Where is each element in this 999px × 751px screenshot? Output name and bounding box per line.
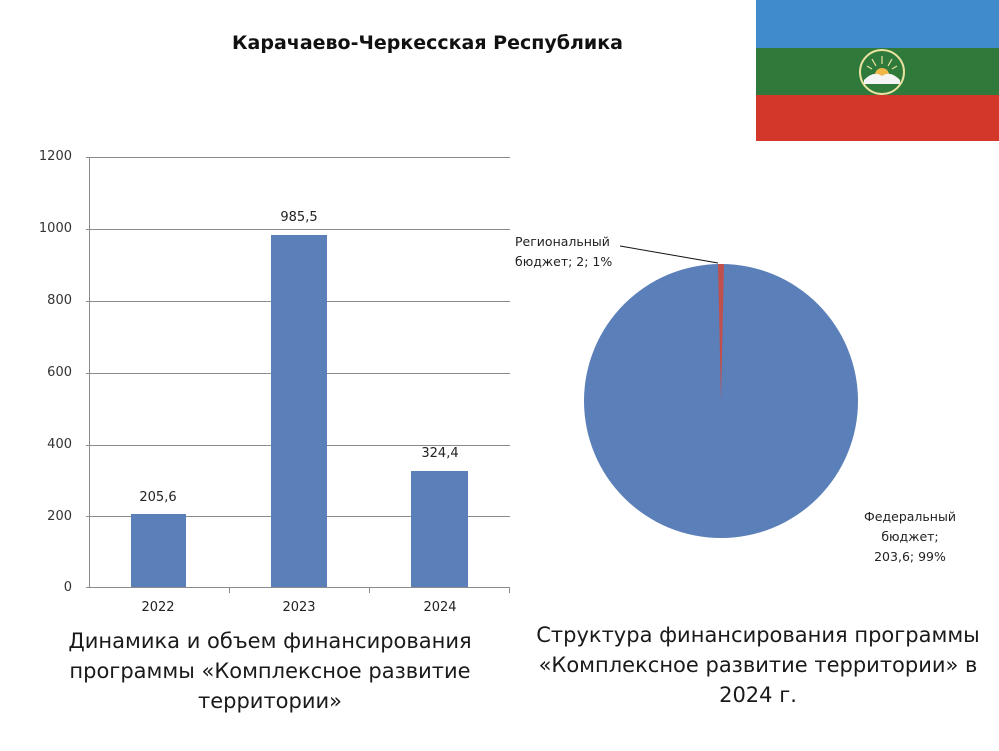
x-axis-line	[86, 587, 510, 588]
label-line: 203,6; 99%	[874, 549, 946, 564]
label-line: Федеральный	[864, 509, 956, 524]
label-line: бюджет;	[881, 529, 939, 544]
bar-data-label: 205,6	[139, 490, 177, 505]
caption-line: «Комплексное развитие территории» в	[538, 653, 978, 677]
caption-line: программы «Комплексное развитие	[69, 659, 471, 683]
x-tick-label: 2024	[423, 600, 457, 615]
caption-line: 2024 г.	[719, 683, 797, 707]
emblem-icon	[859, 49, 905, 95]
pie-chart-caption: Структура финансирования программы «Комп…	[528, 620, 988, 710]
x-tick-label: 2023	[282, 600, 316, 615]
federal-budget-label: Федеральный бюджет; 203,6; 99%	[850, 507, 970, 567]
flag-blue-band	[756, 0, 999, 48]
caption-line: Динамика и объем финансирования	[68, 629, 472, 653]
gridline	[86, 157, 510, 158]
x-axis-tick	[229, 587, 230, 593]
gridline	[86, 229, 510, 230]
y-tick-label: 800	[47, 293, 72, 308]
y-tick-label: 1000	[38, 221, 72, 236]
y-tick-label: 0	[63, 580, 72, 595]
pie-slice-regional	[718, 263, 724, 401]
caption-line: территории»	[197, 689, 343, 713]
bar-data-label: 324,4	[421, 446, 459, 461]
label-line: бюджет; 2; 1%	[515, 254, 613, 269]
bar-2024	[411, 471, 468, 587]
regional-budget-label: Региональный бюджет; 2; 1%	[515, 232, 612, 272]
pie-chart: Региональный бюджет; 2; 1% Федеральный б…	[500, 220, 990, 580]
page-title: Карачаево-Черкесская Республика	[232, 32, 623, 54]
caption-line: Структура финансирования программы	[536, 623, 980, 647]
x-tick-label: 2022	[141, 600, 175, 615]
y-tick-label: 600	[47, 365, 72, 380]
karachay-cherkessia-flag-icon	[756, 0, 999, 141]
bar-data-label: 985,5	[280, 210, 318, 225]
bar-2022	[131, 514, 186, 587]
leader-line	[619, 245, 719, 264]
label-line: Региональный	[515, 234, 610, 249]
y-tick-label: 400	[47, 437, 72, 452]
y-tick-label: 1200	[38, 149, 72, 164]
y-tick-label: 200	[47, 509, 72, 524]
bar-chart: 1200 1000 800 600 400 200 0 205,6 985,5 …	[0, 140, 520, 620]
bar-2023	[271, 235, 327, 587]
y-axis-line	[89, 157, 90, 588]
pie-graphic	[584, 245, 858, 538]
bar-chart-caption: Динамика и объем финансирования программ…	[50, 626, 490, 716]
flag-red-band	[756, 95, 999, 141]
x-axis-tick	[369, 587, 370, 593]
x-axis-tick	[509, 587, 510, 593]
